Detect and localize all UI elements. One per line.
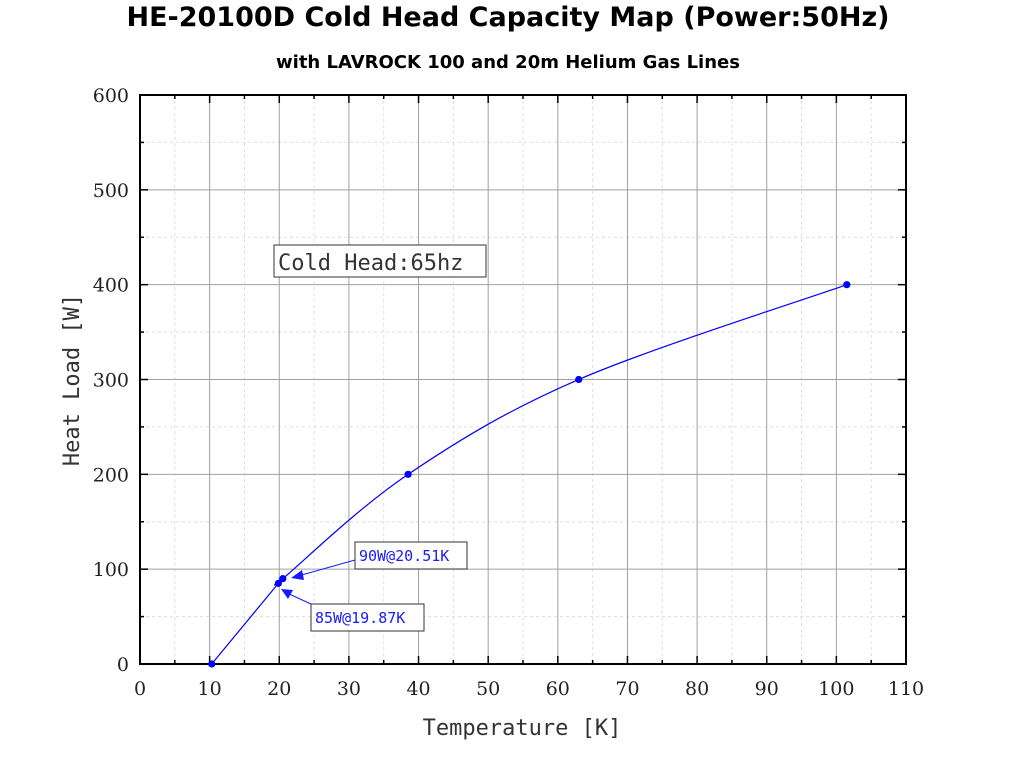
y-tick-label: 100 xyxy=(93,559,129,581)
cold-head-note: Cold Head:65hz xyxy=(273,244,487,278)
chart-subtitle: with LAVROCK 100 and 20m Helium Gas Line… xyxy=(276,52,740,73)
y-tick-label: 500 xyxy=(93,180,129,202)
y-axis-title: Heat Load [W] xyxy=(60,294,85,466)
x-tick-label: 0 xyxy=(134,678,146,700)
annotation-90w-arrowhead xyxy=(291,570,304,580)
grid xyxy=(140,95,906,664)
x-tick-labels: 0 10 20 30 40 50 60 70 80 90 100 110 xyxy=(134,678,924,700)
cold-head-label: Cold Head:65hz xyxy=(278,251,463,276)
annotation-85w: 85W@19.87K xyxy=(281,589,425,632)
x-tick-label: 60 xyxy=(546,678,570,700)
data-point xyxy=(208,660,216,668)
data-points xyxy=(208,281,851,668)
annotation-85w-arrow-line xyxy=(286,592,312,605)
x-tick-label: 20 xyxy=(267,678,291,700)
x-tick-label: 90 xyxy=(755,678,779,700)
data-point xyxy=(279,575,287,583)
data-point xyxy=(274,579,282,587)
y-tick-label: 0 xyxy=(117,654,129,676)
x-tick-label: 30 xyxy=(337,678,361,700)
y-tick-label: 400 xyxy=(93,275,129,297)
x-tick-label: 40 xyxy=(406,678,430,700)
x-tick-label: 80 xyxy=(685,678,709,700)
annotation-90w-arrow-line xyxy=(297,559,356,577)
chart-title: HE-20100D Cold Head Capacity Map (Power:… xyxy=(126,2,890,33)
annotation-85w-label: 85W@19.87K xyxy=(315,609,405,627)
data-point xyxy=(575,375,583,384)
x-tick-label: 100 xyxy=(818,678,854,700)
x-axis-title: Temperature [K] xyxy=(423,716,622,741)
y-tick-label: 600 xyxy=(93,85,129,107)
y-tick-labels: 0 100 200 300 400 500 600 xyxy=(93,85,129,676)
y-tick-label: 300 xyxy=(93,370,129,392)
x-tick-label: 110 xyxy=(888,678,924,700)
annotation-90w-label: 90W@20.51K xyxy=(359,547,449,565)
annotation-90w: 90W@20.51K xyxy=(291,541,468,580)
axis-ticks xyxy=(139,94,907,665)
x-tick-label: 50 xyxy=(476,678,500,700)
x-tick-label: 70 xyxy=(615,678,639,700)
x-tick-label: 10 xyxy=(198,678,222,700)
data-point xyxy=(404,470,412,478)
annotation-85w-arrowhead xyxy=(281,589,293,599)
data-point xyxy=(843,281,851,289)
y-tick-label: 200 xyxy=(93,464,129,486)
